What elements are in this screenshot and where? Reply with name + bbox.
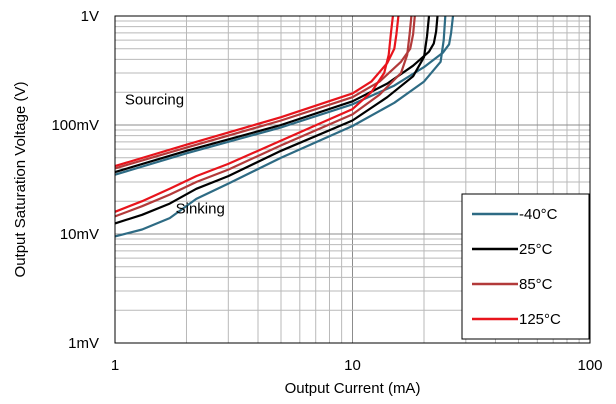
annotation-label: Sinking: [176, 200, 225, 217]
annotations: Sourcing Sinking: [125, 91, 225, 217]
y-tick-label: 100mV: [51, 117, 99, 134]
x-tick-label: 1: [111, 357, 119, 374]
y-tick-label: 1mV: [68, 335, 99, 352]
annotation-label: Sourcing: [125, 91, 184, 108]
series-line-sourcing: [114, 15, 455, 176]
x-tick-label: 10: [344, 357, 361, 374]
tick-labels: 1 10 100 1mV 10mV 100mV 1V: [51, 8, 602, 374]
legend-box: [461, 193, 590, 340]
x-tick-label: 100: [577, 357, 602, 374]
legend-label: -40°C: [519, 206, 558, 223]
legend-items: -40°C 25°C 85°C 125°C: [472, 206, 561, 328]
legend: -40°C 25°C 85°C 125°C: [461, 193, 590, 340]
x-axis-title: Output Current (mA): [285, 380, 421, 397]
y-tick-label: 1V: [81, 8, 99, 25]
series-line-sinking: [114, 15, 394, 213]
legend-label: 25°C: [519, 241, 553, 258]
y-tick-label: 10mV: [60, 226, 99, 243]
series-line-sourcing: [114, 15, 400, 168]
legend-label: 85°C: [519, 276, 553, 293]
series-line-sinking: [114, 15, 431, 225]
plot-frame: [114, 15, 591, 344]
series-layer: [114, 15, 455, 238]
series-line-sinking: [114, 15, 413, 218]
series-line-sinking: [114, 15, 447, 238]
legend-label: 125°C: [519, 311, 561, 328]
y-axis-title: Output Saturation Voltage (V): [12, 82, 29, 278]
